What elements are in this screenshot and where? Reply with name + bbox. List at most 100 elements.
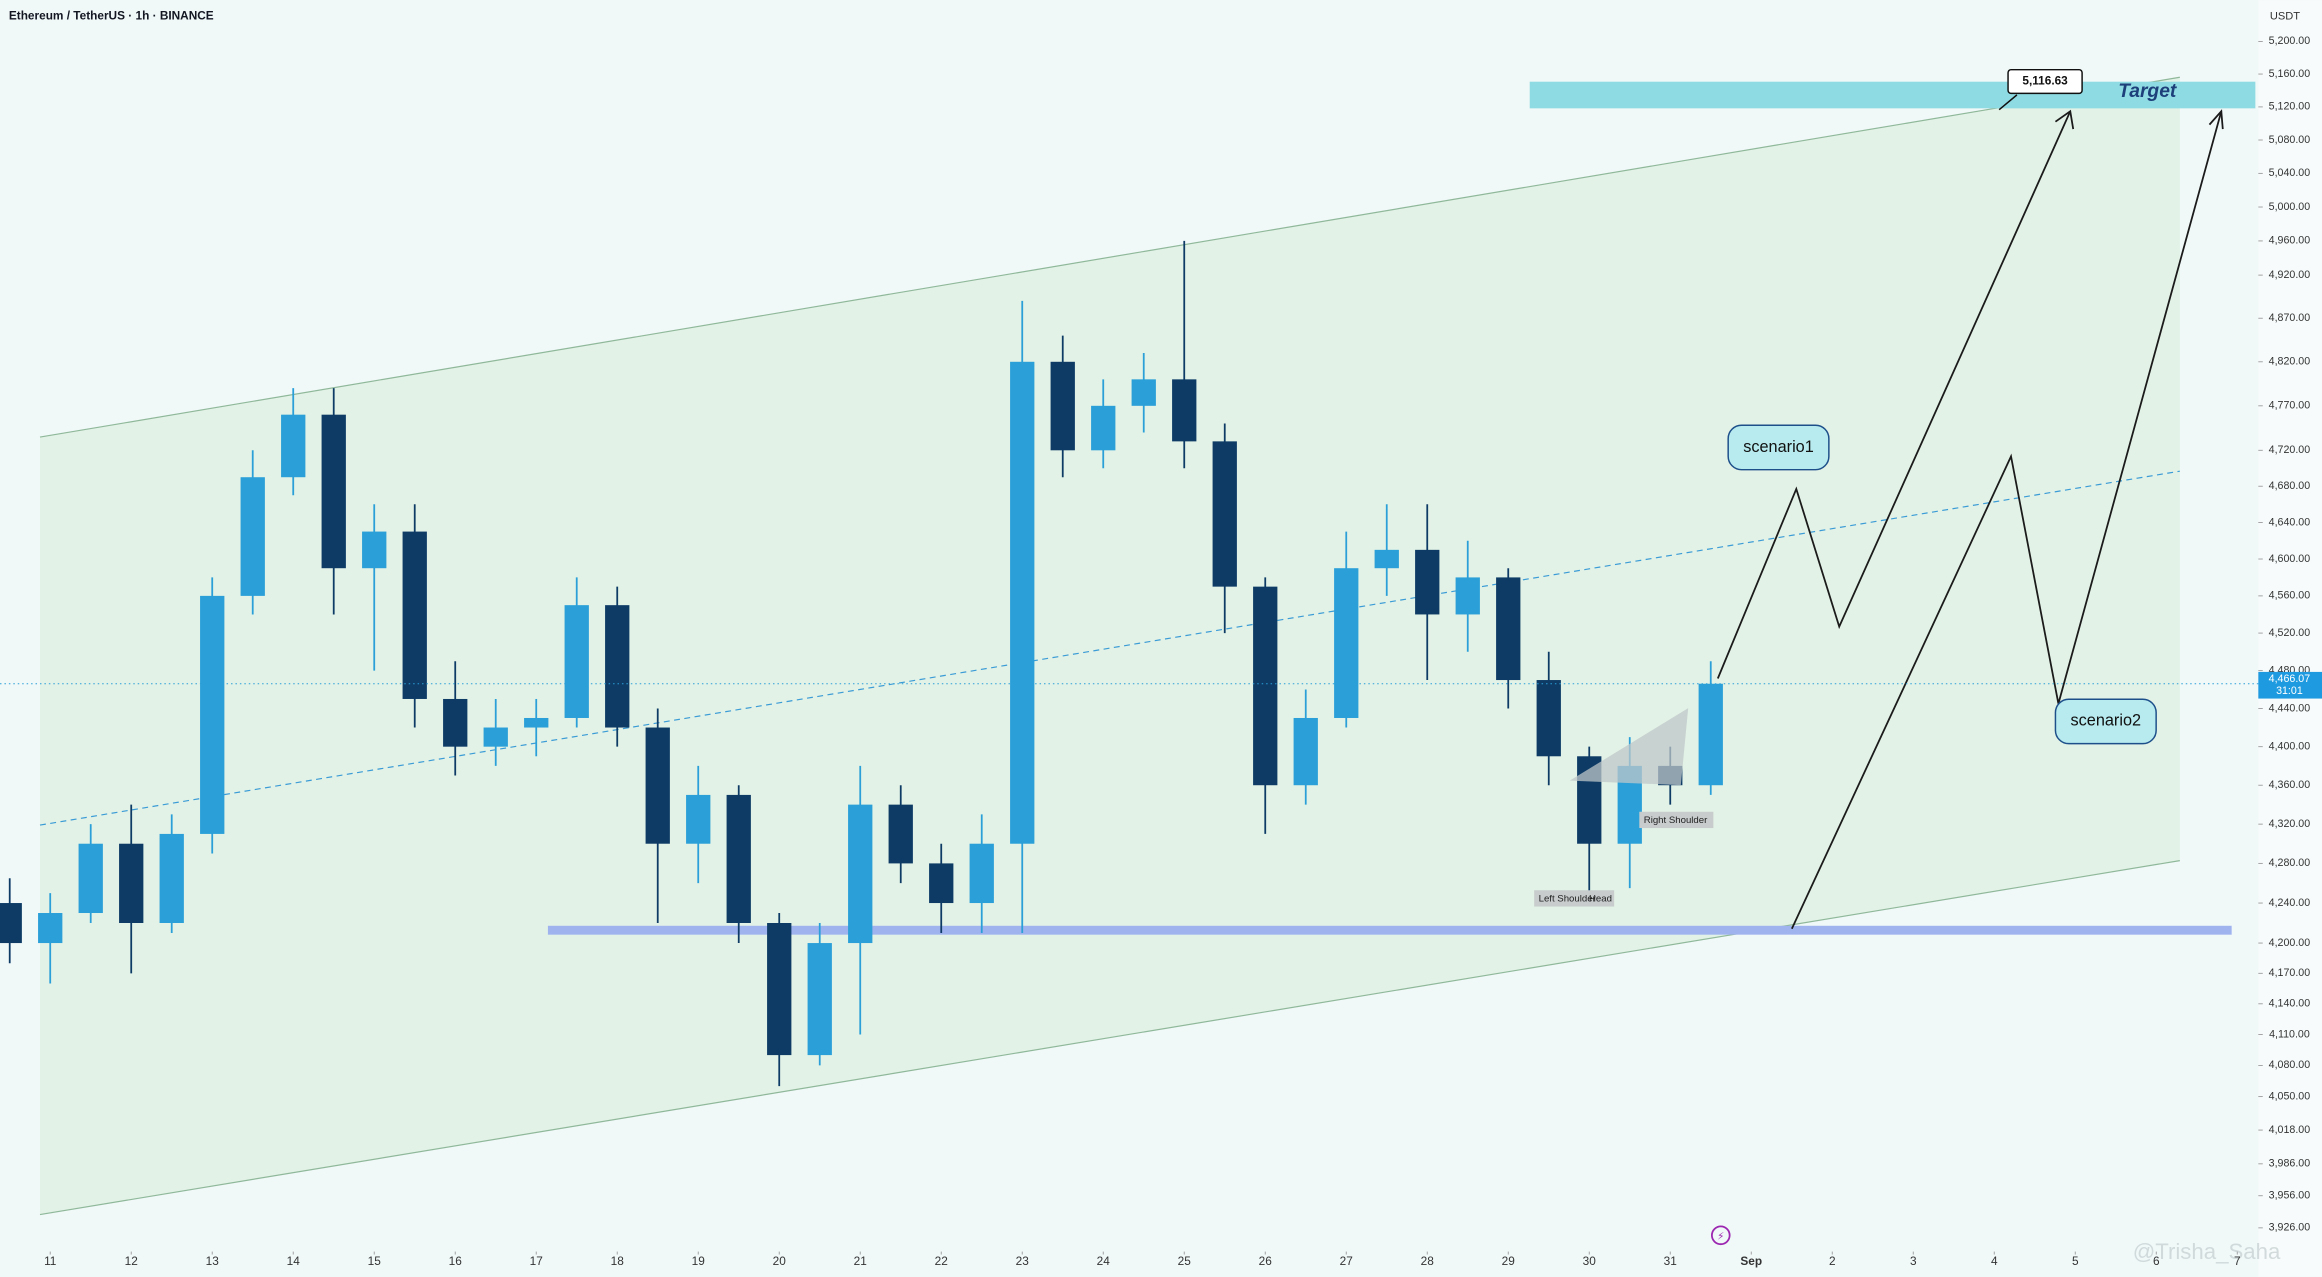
candle-body xyxy=(402,531,427,699)
target-label: Target xyxy=(2118,81,2178,102)
y-tick-label: 4,400.00 xyxy=(2269,740,2311,752)
x-tick-label: 13 xyxy=(206,1254,220,1268)
y-tick-label: 4,920.00 xyxy=(2269,269,2311,281)
candle-body xyxy=(1050,361,1075,451)
x-tick-label: 29 xyxy=(1502,1254,1516,1268)
y-tick-label: 4,170.00 xyxy=(2269,967,2311,979)
x-tick-label: 27 xyxy=(1340,1254,1353,1268)
arrow-head xyxy=(2208,109,2224,130)
x-tick-label: 11 xyxy=(44,1254,56,1268)
candle-body xyxy=(1212,441,1237,587)
arrow-head xyxy=(2054,109,2075,130)
y-tick-label: 4,240.00 xyxy=(2269,897,2311,909)
channel-midline xyxy=(39,470,2180,826)
candle-body xyxy=(240,477,265,596)
target-price-label: 5,116.63 xyxy=(2022,74,2068,88)
right-shoulder-label: Right Shoulder xyxy=(1644,815,1708,826)
y-tick-label: 4,360.00 xyxy=(2269,779,2311,791)
candle-body xyxy=(78,843,103,914)
x-tick-label: 18 xyxy=(611,1254,625,1268)
x-tick-label: 30 xyxy=(1583,1254,1597,1268)
x-tick-label: 17 xyxy=(530,1254,543,1268)
pattern-triangle xyxy=(1569,708,1689,786)
y-tick-label: 4,720.00 xyxy=(2269,444,2311,456)
candle-body xyxy=(1415,549,1440,615)
event-icon-glyph: ⚡ xyxy=(1717,1232,1724,1243)
x-tick-label: 21 xyxy=(854,1254,867,1268)
y-tick-label: 4,820.00 xyxy=(2269,356,2311,368)
candle-body xyxy=(1536,680,1561,757)
left-shoulder-label: Left Shoulder xyxy=(1539,894,1597,905)
candle-body xyxy=(1455,577,1480,615)
x-tick-label: 31 xyxy=(1664,1254,1677,1268)
x-tick-label: 23 xyxy=(1016,1254,1030,1268)
y-tick-label: 4,600.00 xyxy=(2269,553,2311,565)
candle-body xyxy=(969,843,994,904)
candle-body xyxy=(1172,379,1197,442)
candle-body xyxy=(200,595,225,834)
label-box xyxy=(1639,811,1714,829)
y-tick-label: 4,520.00 xyxy=(2269,627,2311,639)
countdown-label: 31:01 xyxy=(2276,685,2303,697)
x-tick-label: 3 xyxy=(1910,1254,1917,1268)
event-icon[interactable] xyxy=(1710,1225,1731,1246)
candle-body xyxy=(1698,683,1723,786)
x-tick-label: 12 xyxy=(125,1254,138,1268)
x-tick-label: 15 xyxy=(368,1254,382,1268)
candle-body xyxy=(1091,405,1116,451)
x-tick-label: 4 xyxy=(1991,1254,1998,1268)
head-label: Head xyxy=(1589,894,1612,905)
channel-lower xyxy=(39,860,2180,1216)
candle-body xyxy=(848,804,873,944)
scenario1-label: scenario1 xyxy=(1743,438,1814,456)
candle-body xyxy=(1253,586,1278,786)
candle-body xyxy=(605,605,630,728)
scenario1-box xyxy=(1727,424,1830,471)
support-zone xyxy=(547,925,2232,935)
x-tick-label: 6 xyxy=(2153,1254,2160,1268)
scenario2-box xyxy=(2054,698,2157,745)
y-tick-label: 5,160.00 xyxy=(2269,68,2311,80)
watermark: @Trisha_Saha xyxy=(2133,1239,2281,1264)
candle-body xyxy=(888,804,913,864)
candle-body xyxy=(159,833,184,924)
candle-body xyxy=(726,794,751,924)
candle-body xyxy=(1293,717,1318,786)
y-tick-label: 5,200.00 xyxy=(2269,35,2311,47)
callout-pointer xyxy=(1998,94,2018,111)
candle-body xyxy=(0,903,22,944)
candle-body xyxy=(443,698,468,747)
x-tick-label: Sep xyxy=(1740,1254,1762,1268)
candle-body xyxy=(767,923,792,1056)
y-tick-label: 3,926.00 xyxy=(2269,1222,2311,1234)
y-tick-label: 5,040.00 xyxy=(2269,167,2311,179)
header-title: Ethereum / TetherUS · 1h · BINANCE xyxy=(9,9,214,23)
candle-body xyxy=(1374,549,1399,569)
y-tick-label: 4,440.00 xyxy=(2269,702,2311,714)
x-tick-label: 26 xyxy=(1259,1254,1273,1268)
x-tick-label: 16 xyxy=(449,1254,463,1268)
y-tick-label: 4,110.00 xyxy=(2269,1028,2310,1040)
x-tick-label: 24 xyxy=(1097,1254,1111,1268)
y-tick-label: 4,960.00 xyxy=(2269,235,2311,247)
x-tick-label: 19 xyxy=(692,1254,706,1268)
x-tick-label: 2 xyxy=(1829,1254,1836,1268)
candles xyxy=(0,240,1723,1087)
target-zone xyxy=(1529,81,2256,109)
y-tick-label: 5,120.00 xyxy=(2269,101,2311,113)
candle-body xyxy=(564,605,589,718)
candle-body xyxy=(645,727,670,844)
y-tick-label: 3,956.00 xyxy=(2269,1190,2311,1202)
y-tick-label: 4,018.00 xyxy=(2269,1124,2311,1136)
candle-body xyxy=(38,913,63,944)
x-tick-label: 28 xyxy=(1421,1254,1435,1268)
candle-body xyxy=(929,863,954,904)
candle-body xyxy=(321,414,346,569)
y-tick-label: 4,870.00 xyxy=(2269,312,2311,324)
y-tick-label: 4,770.00 xyxy=(2269,400,2311,412)
y-tick-label: 4,050.00 xyxy=(2269,1090,2311,1102)
candle-body xyxy=(281,414,306,478)
candle-body xyxy=(686,794,711,844)
